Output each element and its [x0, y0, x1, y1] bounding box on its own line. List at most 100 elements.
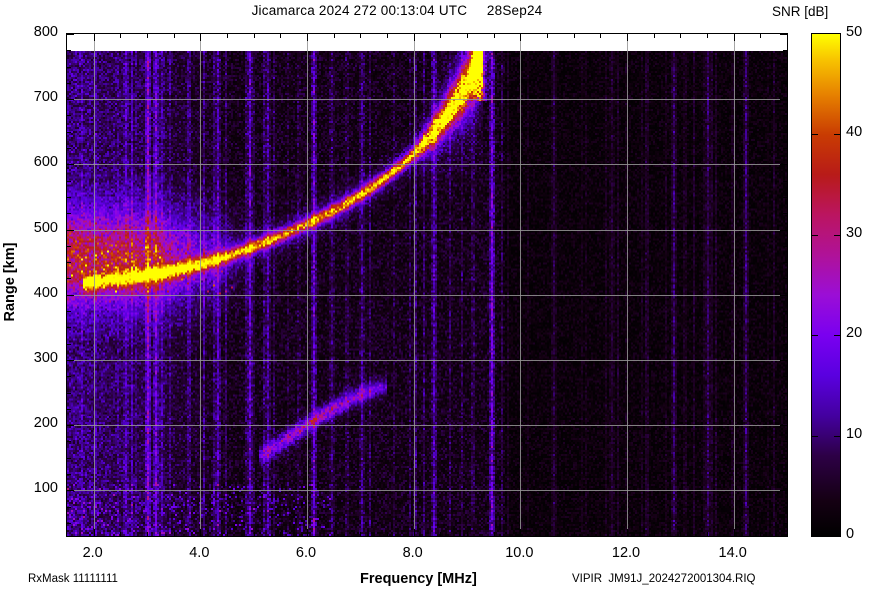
y-minor-tick [66, 67, 71, 68]
colorbar-tick-label: 0 [846, 526, 855, 542]
y-major-tick [66, 360, 74, 361]
x-minor-tick [387, 532, 388, 537]
y-major-tick [780, 425, 788, 426]
y-major-tick [780, 230, 788, 231]
colorbar-tick-label: 40 [846, 124, 863, 140]
y-major-tick [780, 295, 788, 296]
x-minor-tick [360, 532, 361, 537]
y-major-tick [780, 99, 788, 100]
x-minor-tick [334, 532, 335, 537]
x-major-tick [94, 529, 95, 537]
colorbar[interactable] [811, 33, 841, 537]
x-major-tick [520, 529, 521, 537]
y-minor-tick [783, 83, 788, 84]
x-tick-label: 2.0 [82, 545, 103, 561]
x-minor-tick [467, 532, 468, 537]
x-minor-tick [547, 532, 548, 537]
y-minor-tick [66, 474, 71, 475]
x-minor-tick [120, 33, 121, 38]
x-major-tick [94, 33, 95, 41]
y-major-tick [66, 164, 74, 165]
x-minor-tick [147, 33, 148, 38]
x-minor-tick [707, 33, 708, 38]
colorbar-tick-label: 50 [846, 24, 863, 40]
x-minor-tick [174, 33, 175, 38]
x-minor-tick [707, 532, 708, 537]
y-minor-tick [783, 523, 788, 524]
y-minor-tick [783, 441, 788, 442]
x-minor-tick [254, 33, 255, 38]
colorbar-gradient [812, 34, 840, 536]
y-tick-label: 600 [33, 154, 58, 171]
y-minor-tick [66, 278, 71, 279]
y-minor-tick [783, 507, 788, 508]
y-major-tick [780, 164, 788, 165]
y-minor-tick [66, 213, 71, 214]
y-minor-tick [783, 376, 788, 377]
y-tick-label: 400 [33, 284, 58, 301]
x-minor-tick [787, 532, 788, 537]
y-minor-tick [783, 458, 788, 459]
source-file-label: VIPIR JM91J_2024272001304.RIQ [572, 573, 756, 585]
x-major-tick [307, 529, 308, 537]
x-minor-tick [120, 532, 121, 537]
x-minor-tick [147, 532, 148, 537]
colorbar-tick [834, 335, 840, 336]
x-tick-label: 14.0 [718, 545, 747, 561]
y-minor-tick [66, 344, 71, 345]
x-minor-tick [547, 33, 548, 38]
x-minor-tick [174, 532, 175, 537]
y-major-tick [66, 295, 74, 296]
x-axis-title: Frequency [MHz] [360, 571, 477, 587]
y-tick-label: 700 [33, 89, 58, 106]
y-minor-tick [66, 441, 71, 442]
y-major-tick [780, 34, 788, 35]
x-minor-tick [787, 33, 788, 38]
page-title: Jicamarca 2024 272 00:13:04 UTC 28Sep24 [251, 3, 543, 18]
x-minor-tick [360, 33, 361, 38]
ionogram-image [67, 51, 787, 536]
x-minor-tick [387, 33, 388, 38]
x-minor-tick [760, 33, 761, 38]
x-minor-tick [574, 33, 575, 38]
y-minor-tick [783, 50, 788, 51]
y-minor-tick [783, 278, 788, 279]
y-axis-title: Range [km] [2, 242, 18, 322]
x-major-tick [307, 33, 308, 41]
plot-area[interactable] [66, 33, 788, 537]
x-minor-tick [227, 532, 228, 537]
colorbar-tick [812, 134, 818, 135]
y-major-tick [66, 230, 74, 231]
y-minor-tick [783, 262, 788, 263]
y-major-tick [66, 490, 74, 491]
x-minor-tick [760, 532, 761, 537]
y-minor-tick [66, 148, 71, 149]
y-minor-tick [66, 50, 71, 51]
rxmask-label: RxMask 11111111 [28, 573, 118, 585]
x-minor-tick [494, 33, 495, 38]
y-tick-label: 300 [33, 349, 58, 366]
colorbar-tick-label: 20 [846, 325, 863, 341]
y-major-tick [66, 99, 74, 100]
y-minor-tick [783, 409, 788, 410]
y-minor-tick [783, 213, 788, 214]
y-minor-tick [783, 115, 788, 116]
y-minor-tick [66, 83, 71, 84]
x-minor-tick [654, 532, 655, 537]
y-tick-label: 800 [33, 24, 58, 40]
y-minor-tick [66, 458, 71, 459]
x-minor-tick [680, 532, 681, 537]
x-minor-tick [254, 532, 255, 537]
y-minor-tick [66, 262, 71, 263]
x-minor-tick [654, 33, 655, 38]
x-major-tick [627, 33, 628, 41]
x-major-tick [414, 529, 415, 537]
y-minor-tick [66, 311, 71, 312]
y-minor-tick [66, 246, 71, 247]
x-minor-tick [467, 33, 468, 38]
y-minor-tick [783, 474, 788, 475]
y-major-tick [66, 425, 74, 426]
y-tick-label: 500 [33, 219, 58, 236]
x-minor-tick [494, 532, 495, 537]
y-minor-tick [783, 132, 788, 133]
